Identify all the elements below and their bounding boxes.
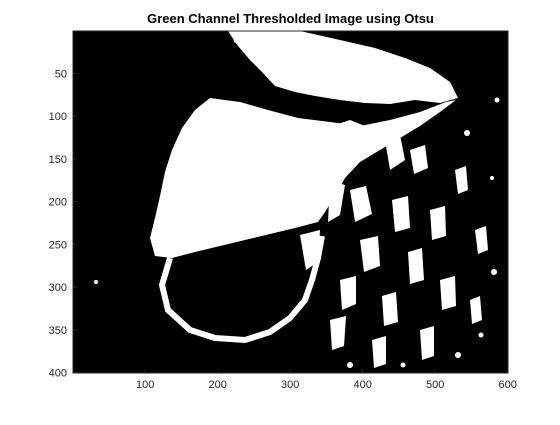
speckle-area (94, 97, 500, 368)
y-tick-label: 50 (55, 68, 67, 80)
x-tick-label: 500 (426, 379, 444, 391)
x-tick-label: 600 (498, 379, 516, 391)
upper-white-fragment (232, 31, 268, 50)
y-tick-label: 350 (49, 325, 67, 337)
thresholded-image (73, 31, 508, 373)
x-axis: 100 200 300 400 500 600 (136, 369, 517, 391)
y-axis: 50 100 150 200 250 300 350 400 (49, 68, 77, 380)
y-tick-label: 400 (49, 368, 67, 380)
figure-title: Green Channel Thresholded Image using Ot… (147, 11, 434, 26)
lower-loop-outline (158, 235, 325, 344)
y-tick-label: 250 (49, 239, 67, 251)
x-tick-label: 100 (136, 379, 154, 391)
x-tick-label: 400 (353, 379, 371, 391)
y-tick-label: 200 (49, 197, 67, 209)
central-white-lobe (150, 98, 456, 258)
x-tick-label: 200 (208, 379, 226, 391)
upper-white-region (228, 31, 458, 104)
y-tick-label: 300 (49, 282, 67, 294)
x-tick-label: 300 (281, 379, 299, 391)
y-tick-label: 150 (49, 154, 67, 166)
y-tick-label: 100 (49, 111, 67, 123)
